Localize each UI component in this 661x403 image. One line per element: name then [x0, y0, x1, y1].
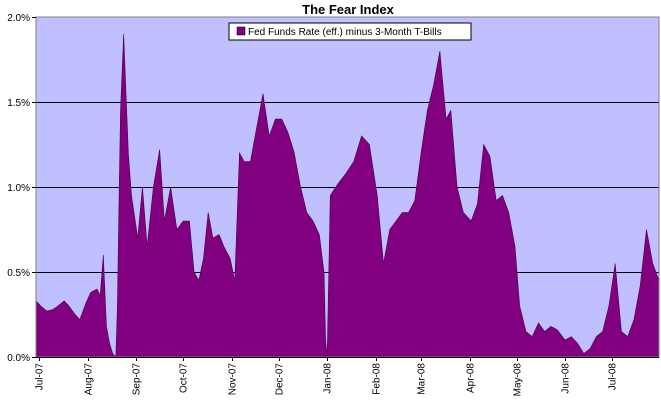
x-tick-label: Jan-08 [323, 363, 334, 394]
x-tick-label: Jul-07 [35, 363, 46, 391]
x-tick-label: Aug-07 [84, 363, 95, 396]
y-tick-label: 0.0% [7, 353, 30, 364]
y-tick-label: 2.0% [7, 13, 30, 24]
x-tick-label: Sep-07 [132, 363, 143, 396]
y-axis-ticks: 0.0% 0.5% 1.0% 1.5% 2.0% [7, 13, 36, 364]
y-tick-label: 1.0% [7, 183, 30, 194]
legend: Fed Funds Rate (eff.) minus 3-Month T-Bi… [228, 22, 472, 41]
x-tick-label: May-08 [513, 363, 524, 397]
x-tick-label: Jun-08 [561, 363, 572, 394]
y-tick-label: 0.5% [7, 268, 30, 279]
series-area-fed-funds-minus-tbills [35, 33, 660, 358]
x-tick-label: Feb-08 [372, 363, 383, 395]
y-tick-label: 1.5% [7, 98, 30, 109]
x-tick-label: Apr-08 [466, 363, 477, 393]
x-tick-label: Mar-08 [417, 363, 428, 395]
x-tick-label: Nov-07 [228, 363, 239, 396]
legend-label: Fed Funds Rate (eff.) minus 3-Month T-Bi… [248, 27, 442, 38]
legend-swatch [236, 26, 246, 36]
x-axis-ticks: Jul-07 Aug-07 Sep-07 Oct-07 Nov-07 Dec-07 Jan-… [35, 357, 659, 397]
chart-title: The Fear Index [302, 2, 395, 17]
x-tick-label: Jul-08 [608, 363, 619, 391]
legend-box [228, 22, 472, 41]
x-tick-label: Oct-07 [179, 363, 190, 393]
x-tick-label: Dec-07 [275, 363, 286, 396]
